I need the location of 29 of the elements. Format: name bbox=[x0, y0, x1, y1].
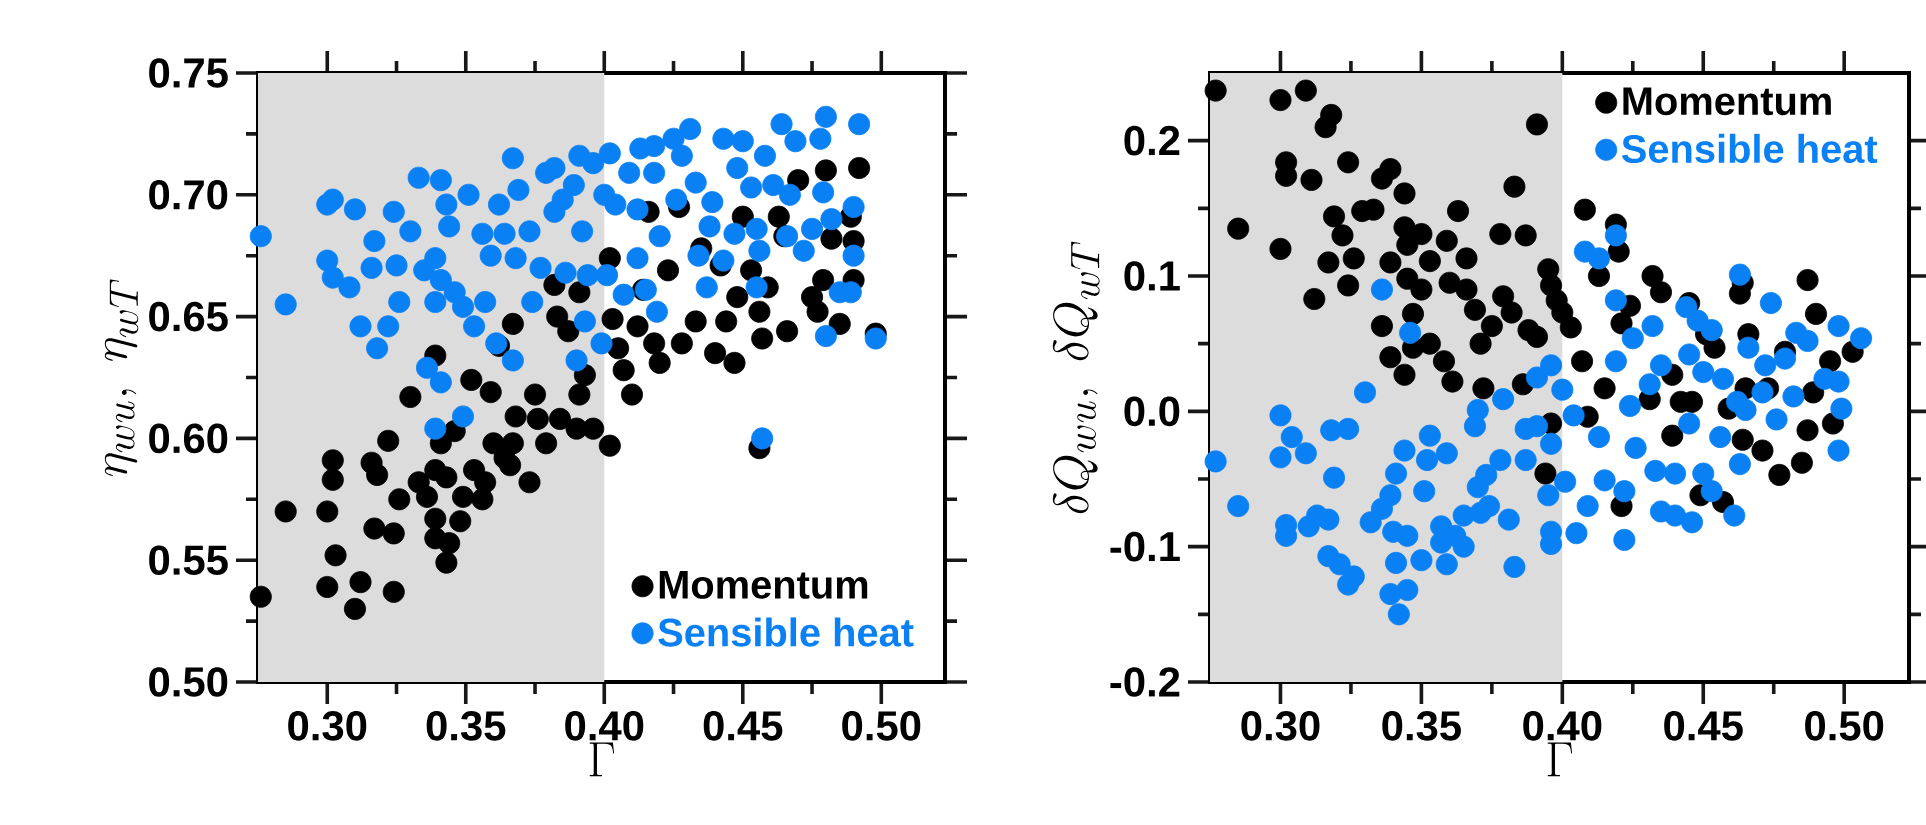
y-tick-label: -0.1 bbox=[1110, 531, 1180, 562]
x-axis-title: $\Gamma$ bbox=[589, 742, 615, 777]
y-tick-label: 0.70 bbox=[149, 179, 228, 210]
x-tick-label: 0.50 bbox=[1805, 711, 1884, 741]
y-tick-label: 0.1 bbox=[1124, 261, 1180, 291]
x-tick-label: 0.30 bbox=[1241, 711, 1320, 741]
x-tick-label: 0.50 bbox=[842, 711, 921, 741]
x-tick-label: 0.40 bbox=[1523, 711, 1602, 741]
y-axis-title: $\delta Q_{wu},\ \delta Q_{wT}$ bbox=[1052, 241, 1100, 514]
legend-label: Momentum bbox=[659, 571, 868, 599]
x-tick-label: 0.45 bbox=[703, 711, 783, 741]
x-tick-label: 0.40 bbox=[565, 711, 644, 741]
y-tick-label: 0.55 bbox=[149, 545, 228, 576]
x-tick-label: 0.35 bbox=[426, 711, 506, 741]
y-tick-label: 0.75 bbox=[149, 58, 228, 88]
legend-label: Momentum bbox=[1623, 87, 1831, 116]
y-tick-label: -0.2 bbox=[1110, 667, 1180, 697]
y-tick-label: 0.2 bbox=[1124, 125, 1180, 156]
y-tick-label: 0.65 bbox=[149, 301, 228, 332]
y-tick-label: 0.60 bbox=[149, 423, 228, 454]
legend-label: Sensible heat bbox=[658, 617, 914, 647]
y-axis-title: $\eta_{wu},\ \eta_{wT}$ bbox=[104, 279, 139, 476]
legend-label: Sensible heat bbox=[1621, 133, 1878, 164]
x-tick-label: 0.35 bbox=[1382, 711, 1461, 741]
x-tick-label: 0.30 bbox=[288, 711, 367, 741]
y-tick-label: 0.0 bbox=[1124, 396, 1180, 427]
x-tick-label: 0.45 bbox=[1664, 711, 1743, 741]
x-axis-title: $\Gamma$ bbox=[1547, 742, 1573, 777]
y-tick-label: 0.50 bbox=[149, 667, 228, 697]
